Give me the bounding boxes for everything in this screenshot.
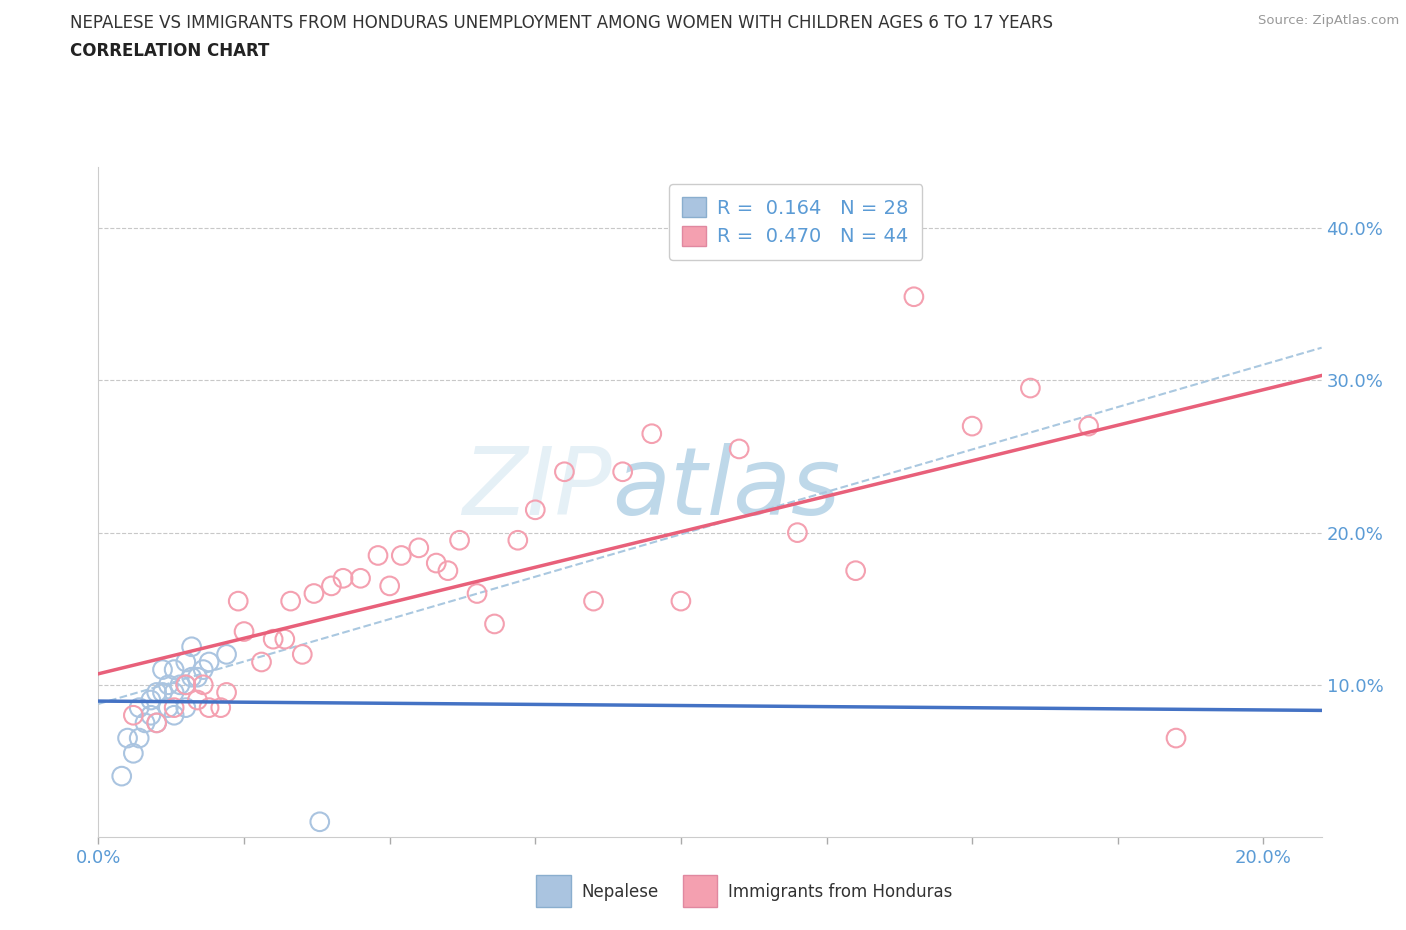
Point: [1019, 380, 1042, 395]
Point: [349, 571, 371, 586]
Point: [145, 715, 167, 730]
Point: [367, 548, 389, 563]
Point: [437, 564, 460, 578]
Point: [193, 677, 215, 692]
Point: [845, 564, 868, 578]
Point: [641, 426, 664, 441]
Point: [728, 442, 751, 457]
FancyBboxPatch shape: [536, 875, 571, 908]
Point: [174, 677, 197, 692]
Point: [111, 769, 134, 784]
Point: [1077, 418, 1099, 433]
Point: [582, 593, 605, 608]
Point: [612, 464, 634, 479]
Point: [291, 647, 314, 662]
Point: [408, 540, 430, 555]
Point: [524, 502, 547, 517]
Point: [139, 708, 162, 723]
Point: [193, 662, 215, 677]
Point: [669, 593, 692, 608]
Point: [960, 418, 983, 433]
Point: [186, 693, 208, 708]
Point: [233, 624, 256, 639]
Point: [180, 670, 202, 684]
Text: Immigrants from Honduras: Immigrants from Honduras: [728, 883, 953, 901]
Point: [128, 700, 150, 715]
Point: [425, 555, 447, 570]
Point: [321, 578, 343, 593]
Point: [332, 571, 354, 586]
Point: [465, 586, 488, 601]
Point: [262, 631, 284, 646]
Point: [186, 670, 208, 684]
Point: [152, 662, 174, 677]
Point: [117, 731, 139, 746]
Point: [157, 677, 180, 692]
Point: [128, 731, 150, 746]
Point: [174, 700, 197, 715]
Point: [180, 639, 202, 654]
Point: [163, 662, 186, 677]
Point: [163, 700, 186, 715]
Point: [226, 593, 249, 608]
Point: [215, 647, 238, 662]
Text: ZIP: ZIP: [463, 444, 612, 535]
Point: [145, 715, 167, 730]
FancyBboxPatch shape: [683, 875, 717, 908]
Point: [209, 700, 232, 715]
Point: [174, 655, 197, 670]
Point: [378, 578, 401, 593]
Point: [250, 655, 273, 670]
Point: [134, 715, 156, 730]
Point: [215, 685, 238, 700]
Point: [174, 677, 197, 692]
Point: [274, 631, 297, 646]
Point: [553, 464, 575, 479]
Point: [145, 685, 167, 700]
Point: [157, 700, 180, 715]
Text: NEPALESE VS IMMIGRANTS FROM HONDURAS UNEMPLOYMENT AMONG WOMEN WITH CHILDREN AGES: NEPALESE VS IMMIGRANTS FROM HONDURAS UNE…: [70, 14, 1053, 32]
Point: [308, 815, 330, 830]
Point: [1164, 731, 1187, 746]
Point: [506, 533, 529, 548]
Point: [122, 708, 145, 723]
Point: [484, 617, 506, 631]
Point: [786, 525, 808, 540]
Point: [198, 700, 221, 715]
Point: [302, 586, 325, 601]
Point: [152, 685, 174, 700]
Point: [449, 533, 471, 548]
Text: atlas: atlas: [612, 444, 841, 535]
Legend: R =  0.164   N = 28, R =  0.470   N = 44: R = 0.164 N = 28, R = 0.470 N = 44: [669, 184, 922, 259]
Text: Nepalese: Nepalese: [582, 883, 659, 901]
Point: [163, 685, 186, 700]
Point: [389, 548, 412, 563]
Point: [198, 655, 221, 670]
Point: [903, 289, 925, 304]
Point: [169, 677, 191, 692]
Text: CORRELATION CHART: CORRELATION CHART: [70, 42, 270, 60]
Point: [122, 746, 145, 761]
Point: [163, 708, 186, 723]
Point: [139, 693, 162, 708]
Text: Source: ZipAtlas.com: Source: ZipAtlas.com: [1258, 14, 1399, 27]
Point: [280, 593, 302, 608]
